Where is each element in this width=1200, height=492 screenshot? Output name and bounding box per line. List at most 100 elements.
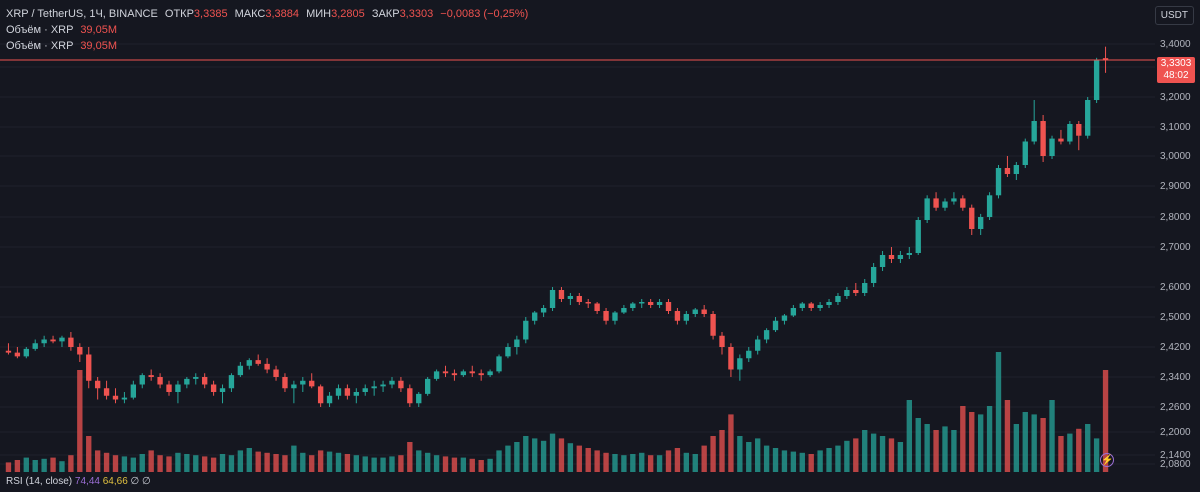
volume-bar	[139, 454, 145, 472]
y-tick-label: 3,4000	[1160, 39, 1191, 50]
candle-body	[799, 303, 805, 308]
volume-bar	[112, 455, 119, 472]
candle-body	[175, 384, 181, 392]
candle-body	[362, 388, 368, 392]
volume-bar	[808, 454, 814, 472]
candle-body	[407, 388, 413, 404]
volume-bar	[719, 430, 725, 472]
close-label: ЗАКР	[371, 8, 400, 20]
candle-body	[737, 358, 743, 370]
candle-body	[888, 255, 895, 259]
volume-bar	[835, 445, 841, 472]
volume-bar	[781, 450, 788, 472]
y-tick-label: 3,0000	[1160, 151, 1191, 162]
volume-bar	[1085, 424, 1091, 472]
candle-body	[701, 309, 707, 314]
volume-bar	[1013, 424, 1020, 472]
volume-bar	[639, 452, 645, 472]
volume-bar	[264, 452, 270, 472]
volume-bar	[567, 443, 574, 472]
volume-bar	[487, 458, 493, 472]
volume-bar	[380, 457, 386, 472]
candle-body	[139, 375, 145, 385]
candle-body	[674, 311, 681, 321]
candle-body	[246, 360, 252, 366]
volume-bar	[763, 445, 770, 472]
price-axis: 3,40003,30003,20003,10003,00002,90002,80…	[1160, 39, 1191, 470]
candle-body	[942, 201, 948, 208]
volume-bar	[14, 460, 21, 472]
volume-bar	[674, 448, 681, 472]
volume-bar	[915, 418, 921, 472]
volume-bar	[496, 450, 502, 472]
candle-body	[59, 337, 65, 342]
low-value: 3,2805	[331, 8, 365, 20]
volume-bar	[353, 455, 359, 472]
volume-bar	[1093, 438, 1100, 472]
candle-body	[585, 302, 591, 304]
candle-body	[728, 347, 734, 370]
volume-bar	[389, 456, 395, 472]
candle-body	[14, 352, 21, 357]
candle-body	[862, 283, 868, 293]
candle-body	[897, 255, 904, 259]
volume-bar	[300, 452, 306, 472]
y-tick-label: 2,6000	[1160, 282, 1191, 293]
last-price-tag: 3,3303 48:02	[1157, 57, 1195, 83]
lightning-icon[interactable]: ⚡	[1100, 453, 1114, 467]
volume-bar	[683, 452, 690, 472]
candle-body	[157, 377, 163, 385]
candle-body	[193, 377, 199, 379]
candle-body	[371, 386, 377, 389]
volume-bar	[451, 457, 458, 472]
candle-body	[23, 348, 29, 357]
y-tick-label: 3,1000	[1160, 122, 1191, 133]
currency-selector[interactable]: USDT	[1154, 6, 1194, 25]
volume-bar	[692, 454, 698, 472]
volume-bar	[621, 455, 627, 472]
volume-bar	[1031, 414, 1037, 472]
volume-bar	[59, 461, 65, 472]
close-value: 3,3303	[399, 8, 434, 20]
candle-body	[835, 296, 841, 302]
symbol-label[interactable]: XRP / TetherUS, 1Ч, BINANCE	[6, 8, 158, 20]
candle-body	[540, 308, 547, 313]
candle-body	[166, 384, 172, 392]
volume-bar	[77, 370, 83, 472]
volume-bar	[737, 436, 743, 472]
y-tick-label: 2,2600	[1160, 402, 1191, 413]
volume-bar	[433, 455, 440, 472]
volume-bar	[103, 452, 110, 472]
candle-body	[228, 375, 235, 389]
volume-bar	[130, 457, 137, 472]
volume-bar	[540, 440, 547, 472]
volume-bar	[612, 454, 618, 472]
volume-bar	[442, 456, 449, 472]
rsi-label: RSI (14, close)	[6, 476, 73, 487]
candle-body	[77, 347, 83, 355]
volume-bar	[523, 436, 529, 472]
y-tick-label: 2,5000	[1160, 312, 1191, 323]
volume-bar	[1067, 433, 1073, 472]
candle-body	[719, 335, 725, 347]
candle-body	[612, 312, 618, 321]
y-tick-label: 3,2000	[1160, 92, 1191, 103]
rsi-legend[interactable]: RSI (14, close) 74,44 64,66 ∅ ∅	[6, 476, 151, 487]
volume-bar	[505, 445, 511, 472]
candle-body	[532, 312, 538, 321]
volume-bar	[924, 424, 930, 472]
volume-legend[interactable]: Объём · XRP 39,05M	[6, 38, 528, 54]
volume-bar	[148, 450, 154, 472]
candle-body	[1031, 121, 1037, 142]
volume-bar	[210, 457, 217, 472]
candle-body	[300, 380, 306, 385]
candle-body	[924, 198, 930, 220]
volume-legend[interactable]: Объём · XRP 39,05M	[6, 22, 528, 38]
rsi-extra-value: ∅	[142, 476, 151, 487]
candle-body	[1058, 138, 1064, 142]
candle-body	[50, 339, 56, 342]
open-label: ОТКР	[164, 8, 194, 20]
volume-bar	[514, 442, 520, 472]
volume-bar	[193, 455, 199, 472]
